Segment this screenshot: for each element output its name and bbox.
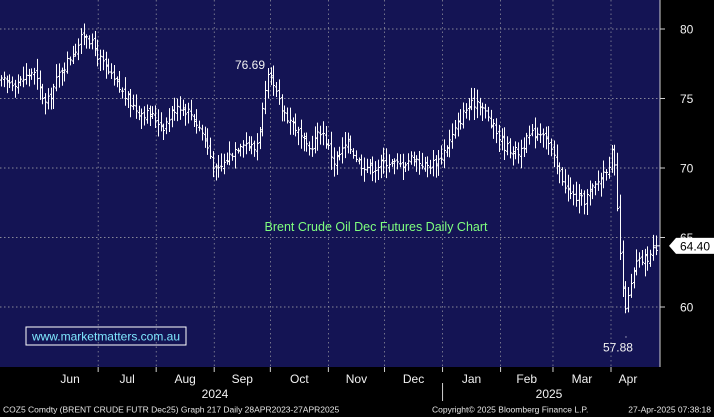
footer-center: Copyright© 2025 Bloomberg Finance L.P.: [432, 405, 588, 415]
y-tick-label: 60: [680, 301, 694, 315]
footer-left: COZ5 Comdty (BRENT CRUDE FUTR Dec25) Gra…: [3, 405, 339, 415]
x-month-label: Jan: [462, 372, 481, 386]
x-year-label: 2024: [202, 387, 229, 401]
x-month-label: Nov: [346, 372, 367, 386]
plot-area: [0, 0, 660, 367]
y-tick-label: 75: [680, 92, 694, 106]
x-month-label: Aug: [175, 372, 196, 386]
footer-right: 27-Apr-2025 07:38:18: [628, 405, 711, 415]
footer-bar: [0, 402, 714, 417]
annotation-label-high: 76.69: [235, 58, 265, 72]
x-month-label: Apr: [619, 372, 638, 386]
axis-panel: [660, 0, 714, 367]
last-price-tag: [676, 237, 714, 254]
last-price-label: 64.40: [680, 239, 710, 253]
x-axis: Jun Jul Aug Sep Oct Nov Dec Jan Feb Mar Apr 2024 202…: [60, 367, 637, 401]
x-year-label: 2025: [536, 387, 563, 401]
chart-title: Brent Crude Oil Dec Futures Daily Chart: [265, 220, 489, 234]
y-tick-label: 80: [680, 23, 694, 37]
x-month-label: Feb: [516, 372, 537, 386]
price-bars: [0, 23, 658, 314]
y-axis: 606570758064.40: [654, 0, 714, 367]
x-month-label: Dec: [403, 372, 424, 386]
x-month-label: Mar: [572, 372, 593, 386]
x-month-label: Jul: [119, 372, 134, 386]
watermark-text: www.marketmatters.com.au: [31, 330, 180, 344]
watermark-box: [25, 326, 187, 346]
annotation-label-low: 57.88: [603, 340, 633, 354]
x-month-label: Jun: [60, 372, 79, 386]
x-month-label: Sep: [232, 372, 254, 386]
last-price-tag-pointer: [669, 237, 676, 254]
y-tick-label: 70: [680, 162, 694, 176]
annotations: 76.69 57.88: [235, 58, 633, 354]
x-month-label: Oct: [290, 372, 309, 386]
